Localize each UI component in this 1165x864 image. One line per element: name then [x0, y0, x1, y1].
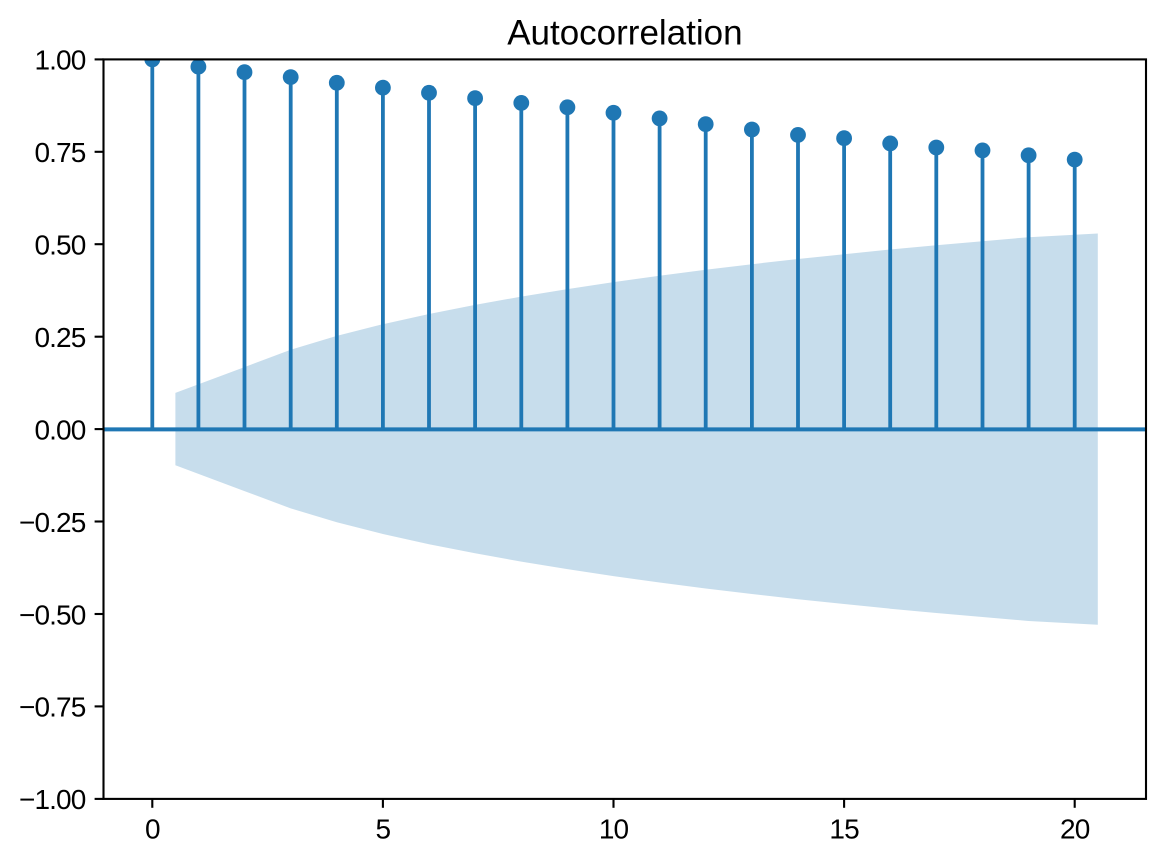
svg-text:−0.50: −0.50	[19, 599, 86, 630]
svg-text:−0.25: −0.25	[19, 507, 86, 538]
svg-text:0: 0	[145, 814, 160, 845]
svg-text:0.00: 0.00	[34, 414, 85, 445]
svg-text:15: 15	[829, 814, 859, 845]
svg-text:0.25: 0.25	[34, 322, 85, 353]
svg-text:Autocorrelation: Autocorrelation	[507, 14, 742, 53]
svg-text:10: 10	[599, 814, 629, 845]
svg-text:0.75: 0.75	[34, 137, 85, 168]
svg-text:−0.75: −0.75	[19, 692, 86, 723]
svg-text:1.00: 1.00	[34, 45, 85, 76]
svg-text:20: 20	[1060, 814, 1090, 845]
svg-text:0.50: 0.50	[34, 230, 85, 261]
svg-text:5: 5	[376, 814, 391, 845]
svg-text:−1.00: −1.00	[19, 784, 86, 815]
